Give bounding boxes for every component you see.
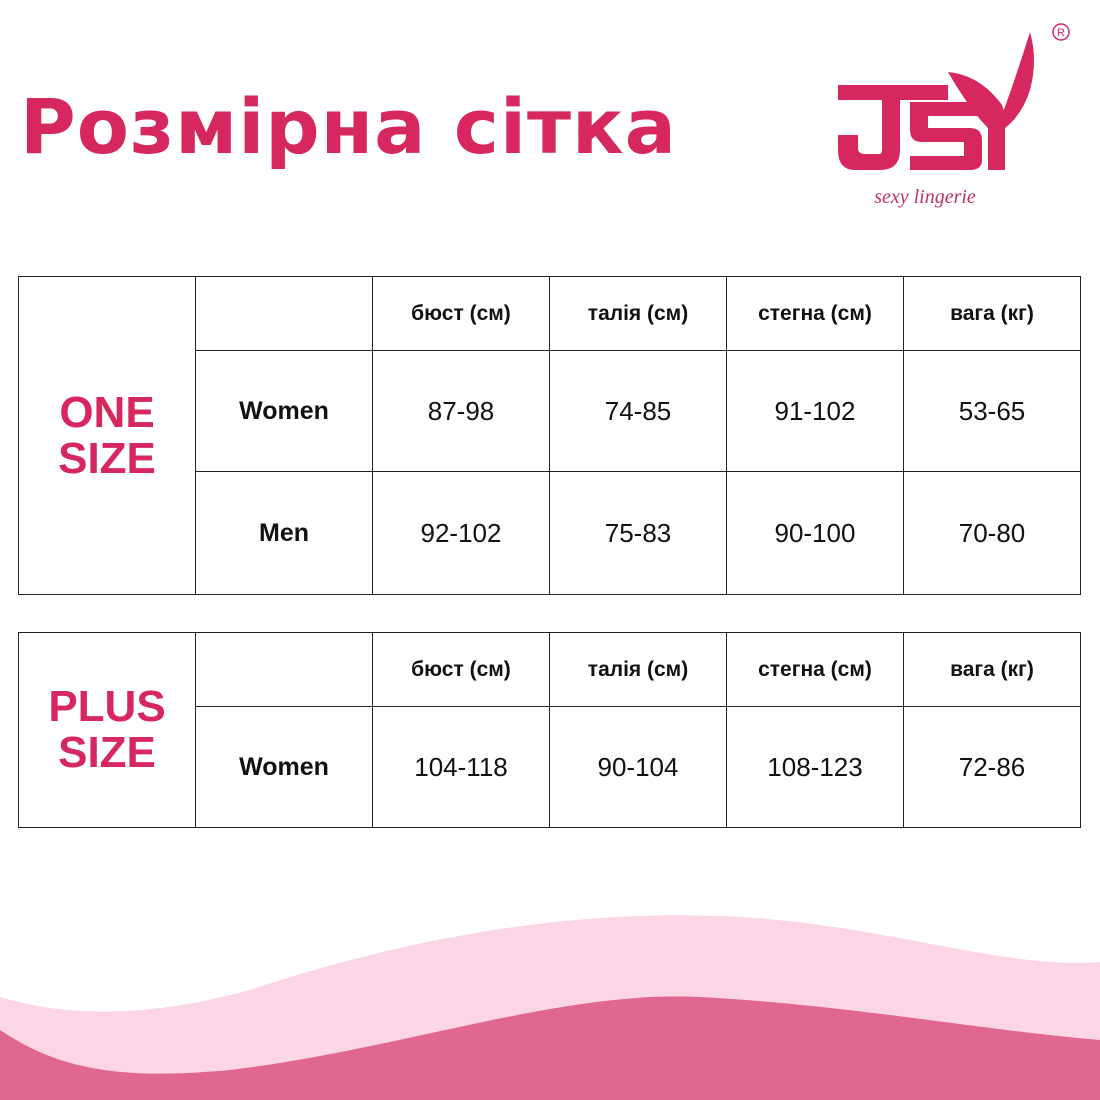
waist-value: 75-83 xyxy=(549,471,727,595)
row-label: Women xyxy=(195,706,373,828)
header-weight: вага (кг) xyxy=(903,276,1081,351)
one-size-label: ONE SIZE xyxy=(18,276,196,595)
weight-value: 72-86 xyxy=(903,706,1081,828)
weight-value: 70-80 xyxy=(903,471,1081,595)
empty-header-cell xyxy=(195,632,373,707)
table-row: Women 104-118 90-104 108-123 72-86 xyxy=(19,706,1081,828)
waist-value: 90-104 xyxy=(549,706,727,828)
header-bust: бюст (см) xyxy=(372,632,550,707)
one-size-table: ONE SIZE бюст (см) талія (см) стегна (см)… xyxy=(18,276,1081,595)
hips-value: 90-100 xyxy=(726,471,904,595)
waist-value: 74-85 xyxy=(549,350,727,472)
svg-text:sexy lingerie: sexy lingerie xyxy=(874,186,976,208)
header-waist: талія (см) xyxy=(549,632,727,707)
bust-value: 104-118 xyxy=(372,706,550,828)
header-hips: стегна (см) xyxy=(726,632,904,707)
header-weight: вага (кг) xyxy=(903,632,1081,707)
wave-dark xyxy=(0,996,1100,1100)
jsy-logo: R sexy lingerie xyxy=(838,23,1070,208)
header-bust: бюст (см) xyxy=(372,276,550,351)
table-row: Women 87-98 74-85 91-102 53-65 xyxy=(19,350,1081,472)
row-label: Men xyxy=(195,471,373,595)
plus-size-table: PLUS SIZE бюст (см) талія (см) стегна (см… xyxy=(18,632,1081,828)
header-hips: стегна (см) xyxy=(726,276,904,351)
row-label: Women xyxy=(195,350,373,472)
bust-value: 87-98 xyxy=(372,350,550,472)
decorative-wave xyxy=(0,915,1100,1100)
hips-value: 91-102 xyxy=(726,350,904,472)
hips-value: 108-123 xyxy=(726,706,904,828)
plus-size-label: PLUS SIZE xyxy=(18,632,196,828)
bust-value: 92-102 xyxy=(372,471,550,595)
page-title: Розмірна сітка xyxy=(20,82,677,171)
empty-header-cell xyxy=(195,276,373,351)
weight-value: 53-65 xyxy=(903,350,1081,472)
table-row: Men 92-102 75-83 90-100 70-80 xyxy=(19,471,1081,595)
header-waist: талія (см) xyxy=(549,276,727,351)
svg-text:R: R xyxy=(1057,27,1065,39)
